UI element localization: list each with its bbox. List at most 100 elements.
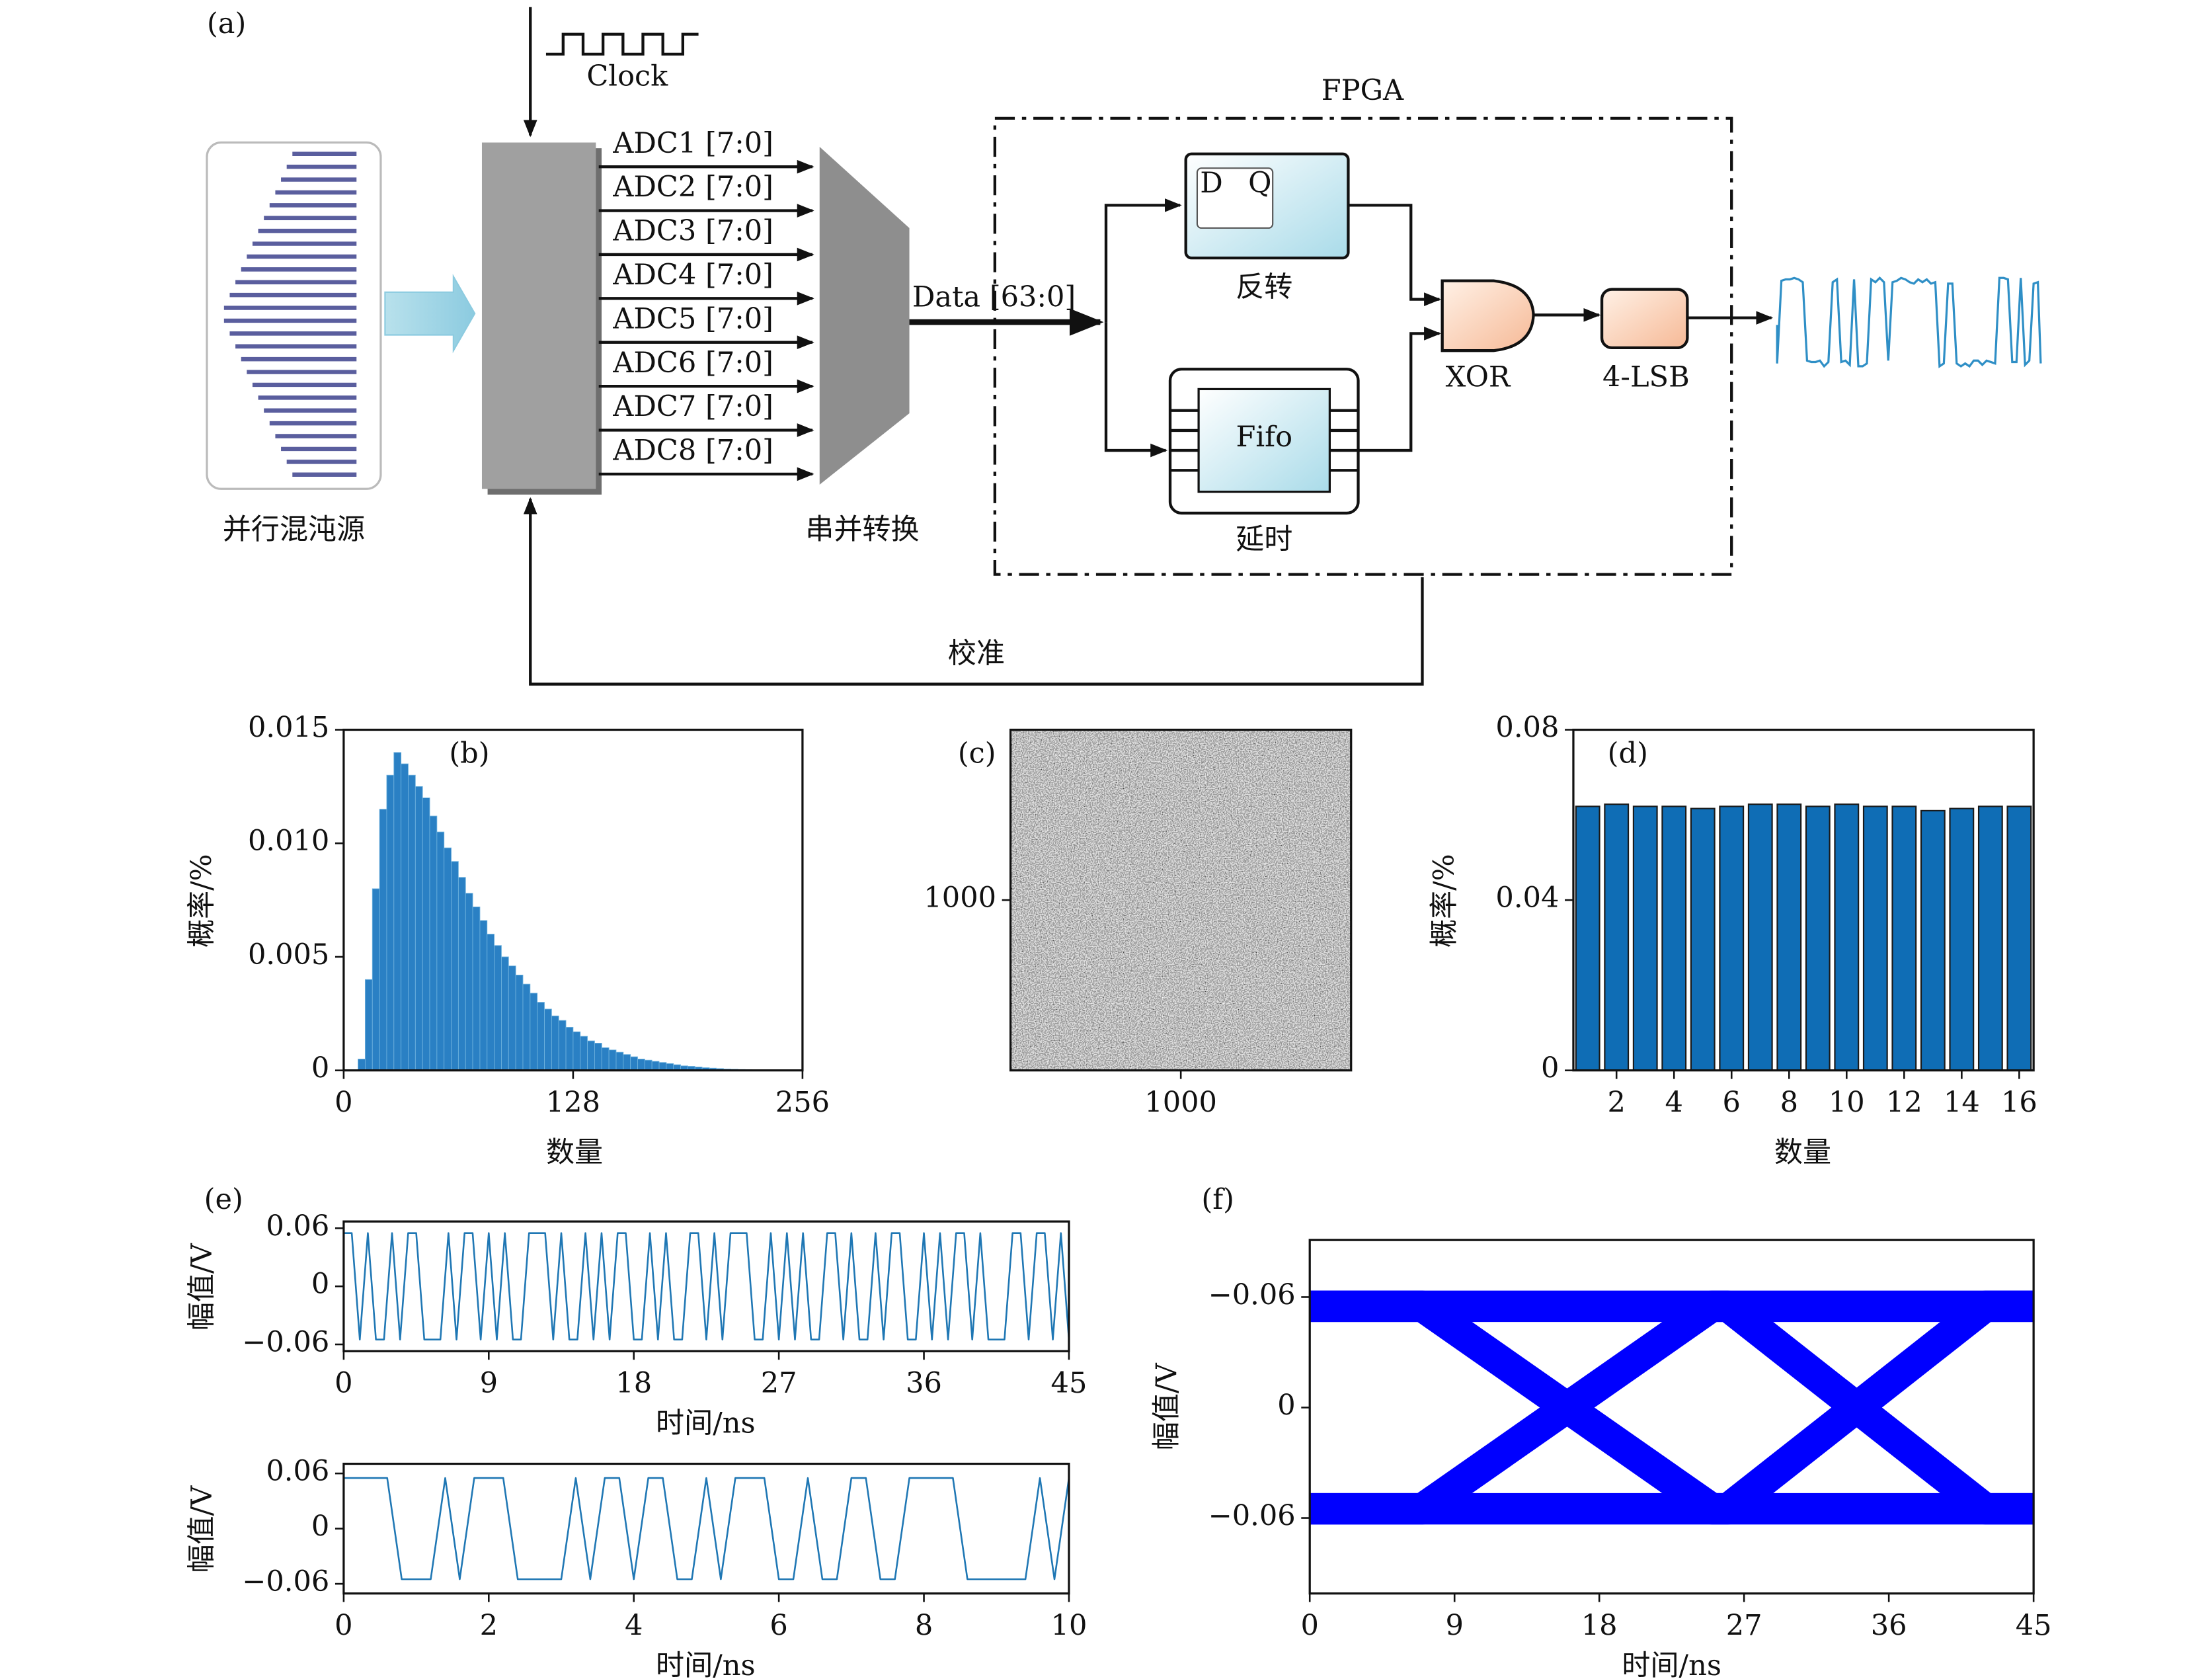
x-tick-label: 4 <box>1665 1086 1683 1119</box>
fpga-label: FPGA <box>1322 74 1404 107</box>
converter-label: 串并转换 <box>805 513 919 546</box>
bar <box>2006 805 2032 1071</box>
y-tick-label: 1000 <box>924 881 996 915</box>
noise-image <box>1010 729 1351 1071</box>
x-tick-label: 36 <box>1871 1609 1907 1642</box>
y-axis-label: 幅值/V <box>1150 1363 1183 1451</box>
bar <box>1604 803 1630 1071</box>
x-tick-label: 9 <box>1445 1609 1463 1642</box>
x-tick-label: 4 <box>625 1609 643 1642</box>
x-tick-label: 45 <box>2016 1609 2052 1642</box>
charts: 0 128 25600.0050.0100.015(b)数量概率/%10001000… <box>186 712 2052 1679</box>
fpga-box <box>993 116 1733 576</box>
histogram-bar <box>429 815 438 1071</box>
bar <box>1920 809 1946 1071</box>
xor-label: XOR <box>1446 360 1511 393</box>
y-tick-label: 0 <box>1541 1052 1559 1085</box>
panel-label: (a) <box>207 7 246 40</box>
diagram: (a) Clock ADC1 [7:0] ADC2 [7:0] ADC3 [7:0]… <box>206 7 2042 686</box>
histogram-bar <box>386 774 395 1071</box>
x-tick-label: 10 <box>1829 1086 1865 1119</box>
histogram-bar <box>565 1026 574 1071</box>
histogram-bar <box>658 1062 667 1071</box>
histogram-bar <box>465 893 473 1071</box>
histogram-bar <box>436 831 445 1071</box>
y-tick-label: 0 <box>311 1268 329 1301</box>
fifo-inner <box>1197 388 1331 493</box>
x-tick-label: 2 <box>480 1609 498 1642</box>
xor-input-2 <box>1358 327 1441 452</box>
adc-label: ADC2 [7:0] <box>612 171 773 204</box>
histogram-bar <box>372 888 380 1071</box>
converter-block <box>819 147 910 485</box>
histogram-bar <box>422 798 430 1071</box>
branch-up <box>1104 198 1182 323</box>
xor-gate <box>1441 279 1535 352</box>
x-tick-label: 6 <box>1723 1086 1741 1119</box>
y-tick-label: 0.08 <box>1495 712 1559 745</box>
fifo-label: 延时 <box>1236 523 1292 556</box>
chart: 0 9 18 27 36 45 −0.06 0 −0.06 (f) 时间/ns 幅值/V <box>1150 1183 2052 1679</box>
histogram-bar <box>601 1047 610 1071</box>
bar <box>1891 805 1917 1071</box>
chart: 0 128 256 0 0.005 0.010 0.015 (b) 数量 概率/% <box>186 712 830 1169</box>
panel-label: (c) <box>958 737 996 770</box>
histogram-bar <box>594 1043 602 1071</box>
histogram-bar <box>393 752 402 1071</box>
x-tick-label: 0 <box>335 1086 352 1119</box>
panel-label: (e) <box>204 1183 243 1216</box>
histogram-bar <box>508 965 516 1071</box>
x-tick-label: 27 <box>1726 1609 1762 1642</box>
marks <box>343 1477 1069 1580</box>
histogram-bar <box>615 1051 624 1071</box>
chart: 1000 1000 (c) <box>924 728 1353 1119</box>
y-tick-label: −0.06 <box>1208 1278 1296 1311</box>
histogram-bar <box>587 1040 595 1071</box>
x-tick-label: 27 <box>761 1367 797 1400</box>
histogram-bar <box>637 1059 645 1071</box>
x-axis-label: 时间/ns <box>1622 1649 1721 1679</box>
adc-label: ADC6 [7:0] <box>612 347 773 380</box>
bar <box>1805 805 1831 1071</box>
flipflop-inner <box>1196 167 1274 229</box>
histogram-bar <box>515 974 524 1071</box>
input-arrow <box>384 274 476 354</box>
marks <box>1310 1290 2034 1525</box>
xor-input-1 <box>1348 204 1441 306</box>
histogram-bar <box>451 861 459 1071</box>
fifo-inner-label: Fifo <box>1236 421 1292 454</box>
bar <box>1834 803 1860 1071</box>
panel-label: (f) <box>1201 1183 1234 1216</box>
eye-trace <box>1310 1290 2034 1525</box>
histogram-bar <box>551 1015 559 1071</box>
adc-label: ADC1 [7:0] <box>612 127 773 160</box>
x-axis-label: 数量 <box>1774 1136 1831 1169</box>
y-axis-label: 概率/% <box>1428 854 1461 948</box>
bar <box>1632 805 1658 1071</box>
y-tick-label: 0 <box>311 1052 329 1085</box>
histogram-bar <box>608 1049 617 1071</box>
y-tick-label: 0.015 <box>248 712 329 745</box>
clock-wave <box>545 32 699 56</box>
output-waveform <box>1776 276 2042 368</box>
histogram-bar <box>494 945 502 1071</box>
histogram-bar <box>644 1059 652 1071</box>
x-tick-label: 2 <box>1608 1086 1626 1119</box>
histogram-bar <box>472 906 481 1071</box>
x-tick-label: 8 <box>915 1609 933 1642</box>
bar <box>1719 805 1745 1071</box>
histogram-bar <box>415 786 423 1071</box>
y-tick-label: −0.06 <box>1208 1500 1296 1533</box>
adc-label: ADC7 [7:0] <box>612 390 773 423</box>
histogram-bar <box>457 877 466 1071</box>
histogram-bar <box>580 1036 588 1071</box>
line <box>343 1477 1069 1580</box>
x-tick-label: 12 <box>1886 1086 1922 1119</box>
x-tick-label: 128 <box>546 1086 600 1119</box>
histogram-bar <box>522 983 531 1071</box>
chart: 2 4 6 8 10 12 14 16 0 0.04 0.08 (d) 数量 概率/% <box>1428 712 2037 1169</box>
feedback-label: 校准 <box>948 637 1005 670</box>
adc-channels: ADC1 [7:0] ADC2 [7:0] ADC3 [7:0] ADC4 [7:0]… <box>598 127 814 481</box>
